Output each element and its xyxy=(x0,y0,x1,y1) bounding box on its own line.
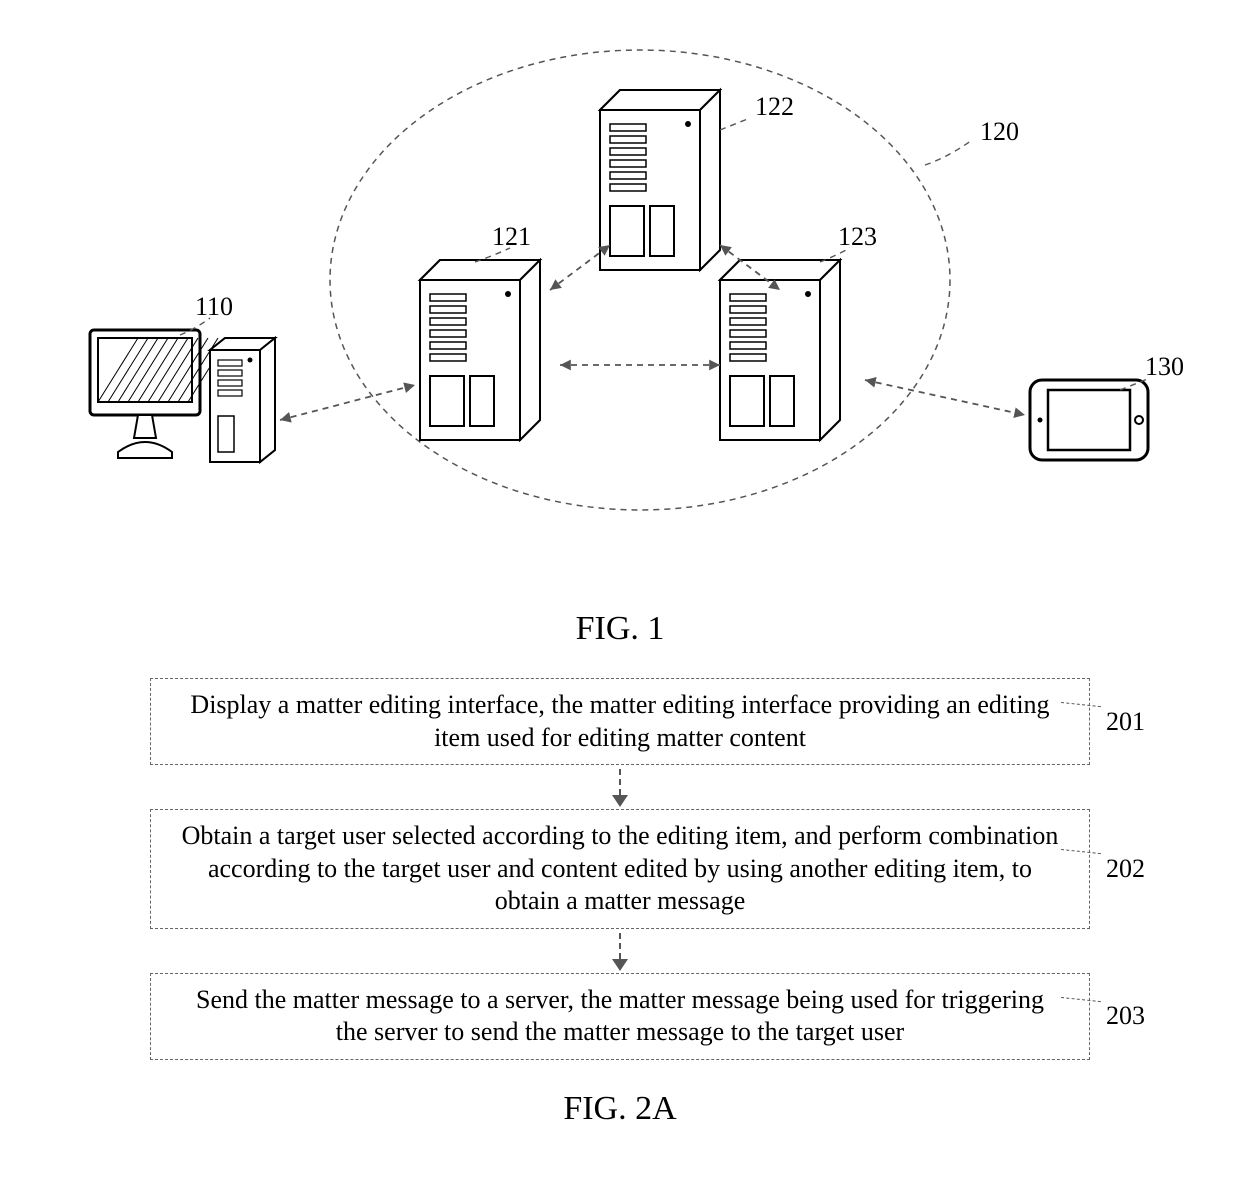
flow-arrow-down xyxy=(70,769,1170,807)
server-icon xyxy=(720,260,840,440)
flow-step: Obtain a target user selected according … xyxy=(150,809,1090,929)
flow-step: Display a matter editing interface, the … xyxy=(150,678,1090,765)
tablet-icon xyxy=(1030,380,1148,460)
fig2a-flowchart: Display a matter editing interface, the … xyxy=(70,678,1170,1060)
ref-number: 130 xyxy=(1145,352,1184,381)
desktop-icon xyxy=(90,330,275,462)
svg-text:120: 120 xyxy=(980,117,1019,146)
server-icon xyxy=(600,90,720,270)
fig2a-caption: FIG. 2A xyxy=(20,1090,1220,1128)
ref-number: 123 xyxy=(838,222,877,251)
flow-step-number: 202 xyxy=(1106,854,1145,884)
server-icon xyxy=(420,260,540,440)
fig1-caption: FIG. 1 xyxy=(20,610,1220,648)
ref-number: 121 xyxy=(492,222,531,251)
fig1-network-diagram: 110 121 122 123 130 120 xyxy=(20,20,1220,580)
ref-number: 122 xyxy=(755,92,794,121)
flow-step-number: 201 xyxy=(1106,707,1145,737)
ref-number: 110 xyxy=(195,292,233,321)
flow-step-number: 203 xyxy=(1106,1001,1145,1031)
flow-arrow-down xyxy=(70,933,1170,971)
flow-step: Send the matter message to a server, the… xyxy=(150,973,1090,1060)
